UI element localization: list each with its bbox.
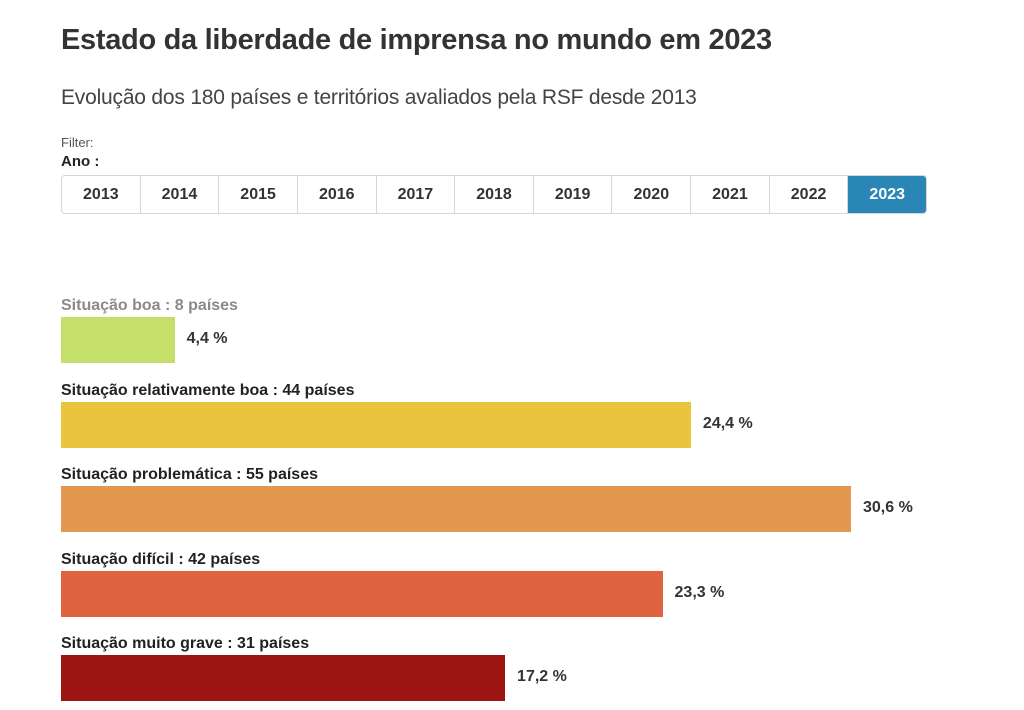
bar-label: Situação muito grave : 31 países [61, 635, 310, 652]
year-tab-2019[interactable]: 2019 [534, 176, 613, 213]
year-tab-2023[interactable]: 2023 [848, 176, 926, 213]
year-tab-2022[interactable]: 2022 [770, 176, 849, 213]
bar [61, 317, 175, 363]
page-subtitle: Evolução dos 180 países e territórios av… [61, 86, 697, 109]
year-tab-2016[interactable]: 2016 [298, 176, 377, 213]
page-title: Estado da liberdade de imprensa no mundo… [61, 24, 772, 56]
year-tab-2017[interactable]: 2017 [377, 176, 456, 213]
year-tab-2013[interactable]: 2013 [62, 176, 141, 213]
bar [61, 401, 691, 448]
bar-label: Situação difícil : 42 países [61, 550, 261, 568]
year-tab-2014[interactable]: 2014 [141, 176, 220, 213]
year-tab-2020[interactable]: 2020 [612, 176, 692, 213]
bar-label: Situação boa : 8 países [61, 297, 238, 314]
year-tab-2018[interactable]: 2018 [455, 176, 534, 213]
bar-label: Situação relativamente boa : 44 países [61, 381, 355, 399]
bar-value-label: 4,4 % [186, 330, 228, 347]
bar [61, 486, 851, 532]
year-tab-2015[interactable]: 2015 [219, 176, 298, 213]
year-selector: 2013 2014 2015 2016 2017 2018 2019 2020 2021 2022… [61, 175, 927, 214]
filter-name: Ano : [61, 153, 100, 170]
filter-label: Filter: [61, 135, 94, 150]
bar-label: Situação problemática : 55 países [61, 466, 318, 483]
bar [61, 570, 663, 617]
bar-value-label: 23,3 % [674, 583, 725, 601]
bar [61, 655, 506, 701]
year-tab-2021[interactable]: 2021 [691, 176, 770, 213]
bar-value-label: 17,2 % [517, 668, 567, 685]
bar-value-label: 24,4 % [702, 414, 753, 432]
bar-value-label: 30,6 % [863, 499, 913, 516]
